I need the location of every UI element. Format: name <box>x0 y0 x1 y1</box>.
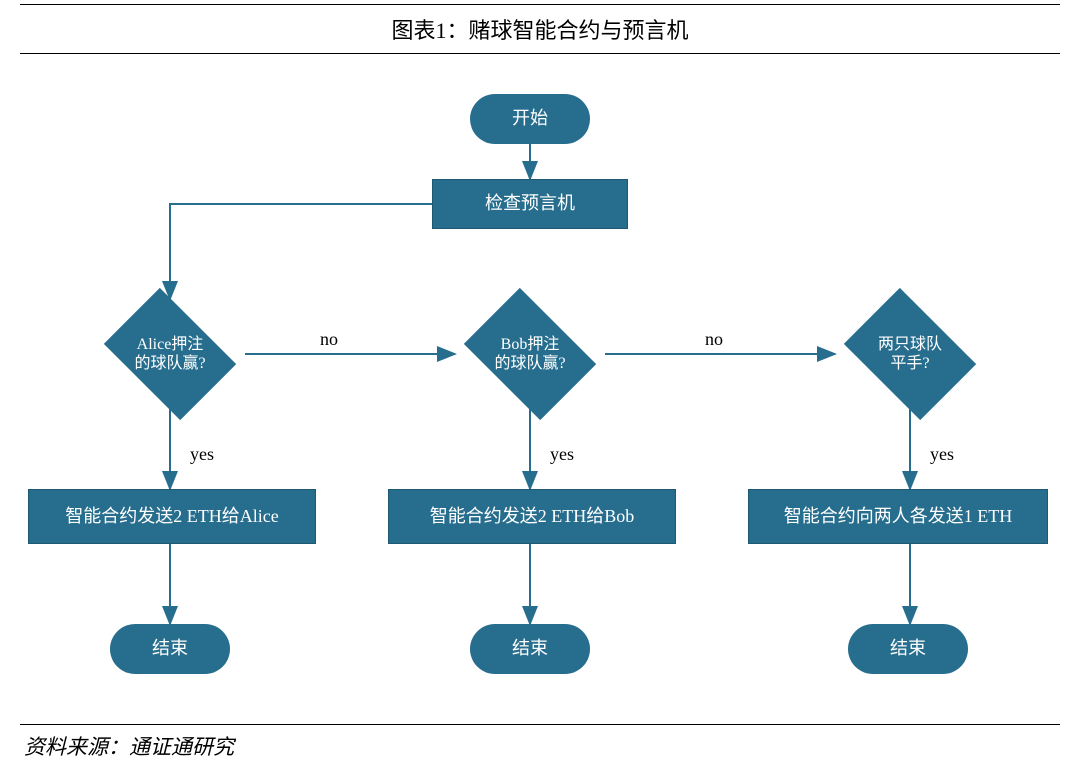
edge-label-d_tie-p_tie: yes <box>930 444 954 465</box>
node-p_tie: 智能合约向两人各发送1 ETH <box>748 489 1048 544</box>
node-p_alice: 智能合约发送2 ETH给Alice <box>28 489 316 544</box>
node-p_bob: 智能合约发送2 ETH给Bob <box>388 489 676 544</box>
node-e2: 结束 <box>470 624 590 674</box>
node-check: 检查预言机 <box>432 179 628 229</box>
node-e1: 结束 <box>110 624 230 674</box>
diamond-label: Alice押注的球队赢? <box>134 335 205 373</box>
edge-label-d_alice-p_alice: yes <box>190 444 214 465</box>
diamond-label: 两只球队平手? <box>878 335 942 373</box>
diamond-label: Bob押注的球队赢? <box>494 335 565 373</box>
flowchart-canvas: 开始检查预言机 Alice押注的球队赢? Bob押注的球队赢? 两只球队平手? 智能合约… <box>0 54 1080 724</box>
node-e3: 结束 <box>848 624 968 674</box>
chart-title: 图表1：赌球智能合约与预言机 <box>20 4 1060 54</box>
node-d_alice: Alice押注的球队赢? <box>95 299 245 409</box>
edge-label-d_alice-d_bob: no <box>320 329 338 350</box>
source-text: 资料来源：通证通研究 <box>0 725 1080 761</box>
edge-label-d_bob-p_bob: yes <box>550 444 574 465</box>
node-d_tie: 两只球队平手? <box>835 299 985 409</box>
edge-check-d_alice <box>170 204 432 299</box>
node-d_bob: Bob押注的球队赢? <box>455 299 605 409</box>
edge-label-d_bob-d_tie: no <box>705 329 723 350</box>
node-start: 开始 <box>470 94 590 144</box>
